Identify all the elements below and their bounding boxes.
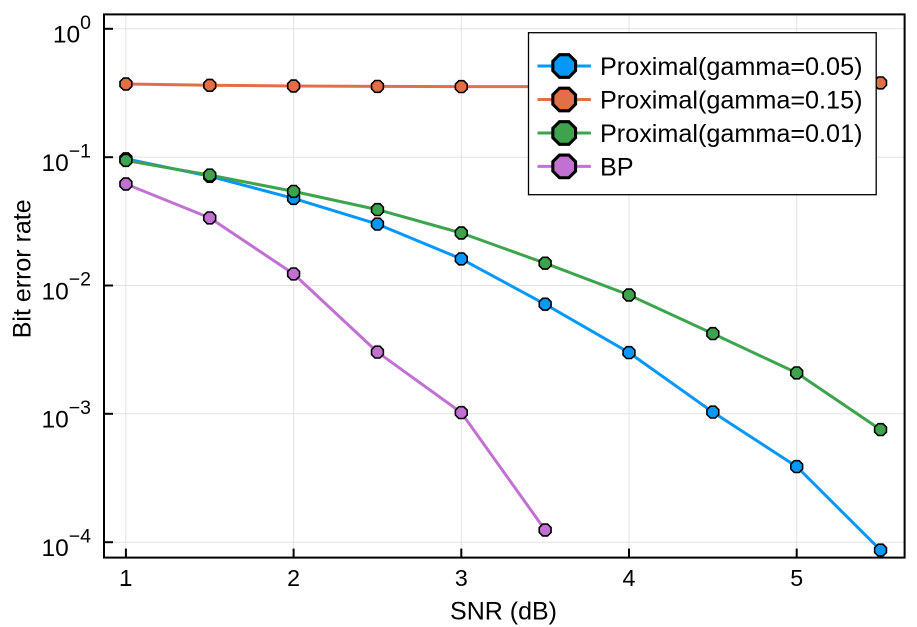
svg-text:1: 1 bbox=[119, 565, 132, 591]
svg-text:Proximal(gamma=0.05): Proximal(gamma=0.05) bbox=[600, 53, 862, 81]
svg-text:Bit error rate: Bit error rate bbox=[9, 199, 37, 338]
svg-text:BP: BP bbox=[600, 153, 634, 181]
svg-text:3: 3 bbox=[455, 565, 468, 591]
svg-text:2: 2 bbox=[287, 565, 300, 591]
svg-text:SNR (dB): SNR (dB) bbox=[450, 598, 557, 626]
svg-text:4: 4 bbox=[623, 565, 636, 591]
svg-text:Proximal(gamma=0.01): Proximal(gamma=0.01) bbox=[600, 120, 862, 148]
svg-text:5: 5 bbox=[790, 565, 803, 591]
svg-text:Proximal(gamma=0.15): Proximal(gamma=0.15) bbox=[600, 86, 862, 114]
